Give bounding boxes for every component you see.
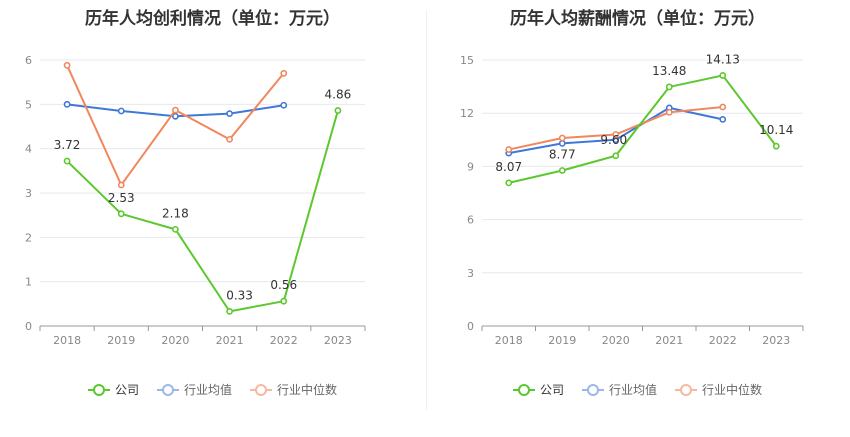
series-line	[508, 74, 778, 184]
legend-label: 公司	[539, 383, 564, 397]
data-label: 2.53	[108, 191, 135, 205]
x-tick-label: 2021	[216, 334, 244, 347]
legend-label: 行业均值	[608, 383, 657, 397]
data-point[interactable]	[719, 72, 727, 79]
data-point[interactable]	[117, 181, 125, 189]
y-tick-label: 3	[467, 267, 474, 280]
data-point[interactable]	[63, 61, 71, 69]
x-tick-label: 2021	[655, 334, 683, 347]
legend-item[interactable]: 行业中位数	[675, 381, 762, 398]
x-tick-label: 2019	[548, 334, 576, 347]
data-label: 10.14	[759, 123, 793, 137]
data-point[interactable]	[172, 106, 179, 114]
data-point[interactable]	[280, 69, 288, 77]
y-tick-label: 4	[25, 143, 32, 156]
x-tick-label: 2022	[270, 334, 298, 347]
y-tick-label: 2	[25, 231, 32, 244]
data-point[interactable]	[280, 101, 288, 109]
chart-legend: 公司 行业均值 行业中位数	[0, 381, 425, 398]
data-point[interactable]	[117, 210, 125, 218]
data-point[interactable]	[334, 107, 342, 114]
data-point[interactable]	[63, 157, 71, 165]
data-point[interactable]	[505, 146, 513, 153]
data-point[interactable]	[117, 107, 125, 115]
data-point[interactable]	[558, 167, 566, 174]
y-tick-label: 0	[467, 320, 474, 333]
y-tick-label: 1	[25, 276, 32, 289]
x-tick-label: 2023	[762, 334, 790, 347]
data-point[interactable]	[665, 83, 673, 91]
data-point[interactable]	[719, 103, 727, 111]
y-tick-label: 0	[25, 320, 32, 333]
data-point[interactable]	[172, 225, 179, 233]
chart-legend: 公司 行业均值 行业中位数	[425, 381, 850, 398]
y-tick-label: 5	[25, 98, 32, 111]
legend-item[interactable]: 公司	[87, 381, 139, 398]
x-tick-label: 2019	[107, 334, 135, 347]
y-tick-label: 6	[467, 214, 474, 227]
data-point[interactable]	[612, 131, 620, 138]
legend-marker-icon	[87, 383, 110, 396]
x-tick-label: 2020	[602, 334, 630, 347]
y-tick-label: 3	[25, 187, 32, 200]
data-point[interactable]	[665, 108, 673, 116]
data-label: 3.72	[54, 138, 81, 152]
legend-label: 公司	[114, 383, 139, 397]
y-tick-label: 6	[25, 54, 32, 67]
y-tick-label: 15	[460, 54, 474, 67]
data-point[interactable]	[719, 116, 727, 123]
data-label: 4.86	[325, 88, 352, 102]
legend-marker-icon	[156, 383, 179, 396]
panel-divider	[426, 10, 427, 410]
data-point[interactable]	[505, 179, 513, 187]
data-label: 8.07	[495, 160, 522, 174]
x-tick-label: 2023	[324, 334, 352, 347]
x-tick-label: 2018	[495, 334, 523, 347]
data-point[interactable]	[226, 135, 233, 143]
legend-item[interactable]: 行业中位数	[250, 381, 337, 398]
y-tick-label: 9	[467, 160, 474, 173]
legend-label: 行业中位数	[277, 383, 338, 397]
chart-title: 历年人均创利情况（单位：万元）	[85, 9, 340, 29]
legend-label: 行业均值	[183, 383, 232, 397]
data-point[interactable]	[558, 134, 566, 142]
data-label: 9.60	[600, 133, 627, 147]
series-line	[66, 64, 285, 187]
legend-marker-icon	[581, 383, 604, 396]
x-tick-label: 2020	[161, 334, 189, 347]
data-label: 0.33	[226, 288, 253, 302]
data-point[interactable]	[772, 142, 780, 150]
x-tick-label: 2022	[709, 334, 737, 347]
data-point[interactable]	[172, 112, 179, 120]
data-point[interactable]	[226, 110, 233, 118]
salary-per-capita-chart: 历年人均薪酬情况（单位：万元） 0 3 6 9 12 15 2018 2019 2020 2021…	[425, 0, 850, 437]
legend-item[interactable]: 公司	[512, 381, 564, 398]
legend-marker-icon	[250, 383, 272, 396]
y-tick-label: 12	[460, 107, 474, 120]
data-label: 13.48	[652, 64, 686, 78]
data-point[interactable]	[63, 100, 71, 108]
data-point[interactable]	[558, 139, 566, 147]
legend-label: 行业中位数	[702, 383, 763, 397]
data-label: 8.77	[549, 147, 576, 161]
salary-plot-area: 0 3 6 9 12 15 2018 2019 2020 2021 2022 2023 8.07 8.77…	[460, 52, 804, 347]
legend-item[interactable]: 行业均值	[156, 381, 232, 398]
x-tick-label: 2018	[53, 334, 81, 347]
data-point[interactable]	[280, 297, 288, 305]
legend-marker-icon	[512, 383, 535, 396]
profit-per-capita-chart: 历年人均创利情况（单位：万元） 0 1 2 3 4 5 6 2018 2019 2020 2021 2…	[0, 9, 425, 398]
data-point[interactable]	[612, 152, 620, 160]
data-label: 0.56	[270, 278, 297, 292]
data-point[interactable]	[226, 307, 233, 315]
legend-marker-icon	[675, 383, 697, 396]
legend-item[interactable]: 行业均值	[581, 381, 657, 398]
profit-plot-area: 0 1 2 3 4 5 6 2018 2019 2020 2021 2022 2023 3.72 2.53 2…	[25, 54, 366, 347]
data-label: 2.18	[162, 206, 189, 220]
chart-title: 历年人均薪酬情况（单位：万元）	[510, 9, 765, 29]
series-line	[66, 110, 339, 313]
data-label: 14.13	[706, 52, 740, 66]
